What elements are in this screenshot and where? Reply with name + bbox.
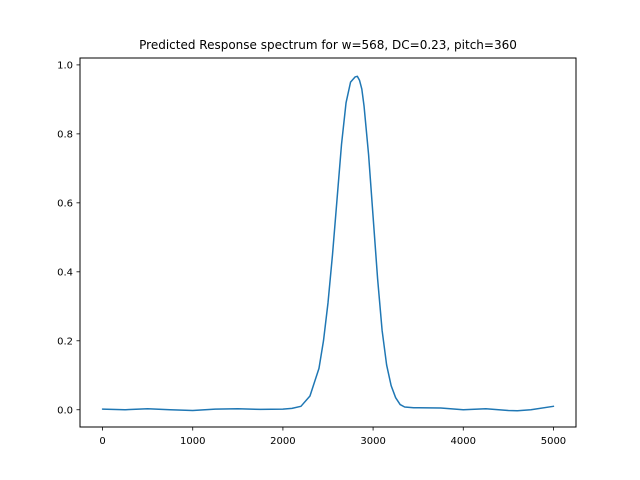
x-tick-label: 1000	[180, 436, 205, 447]
y-tick-label: 0.8	[57, 129, 73, 140]
x-axis: 0 1000 2000 3000 4000 5000	[99, 427, 566, 447]
x-tick-label: 0	[99, 436, 105, 447]
y-axis: 0.0 0.2 0.4 0.6 0.8 1.0	[57, 60, 80, 416]
x-tick-label: 5000	[541, 436, 566, 447]
y-tick-label: 1.0	[57, 60, 73, 71]
plot-area	[101, 75, 555, 412]
x-tick-label: 4000	[451, 436, 476, 447]
y-tick-label: 0.6	[57, 198, 73, 209]
y-tick-label: 0.2	[57, 336, 73, 347]
y-tick-label: 0.0	[57, 405, 73, 416]
x-tick-label: 3000	[360, 436, 385, 447]
y-tick-label: 0.4	[57, 267, 73, 278]
chart-title: Predicted Response spectrum for w=568, D…	[139, 38, 517, 52]
axes-frame	[79, 57, 577, 428]
x-tick-label: 2000	[270, 436, 295, 447]
series-line-0	[101, 75, 555, 412]
